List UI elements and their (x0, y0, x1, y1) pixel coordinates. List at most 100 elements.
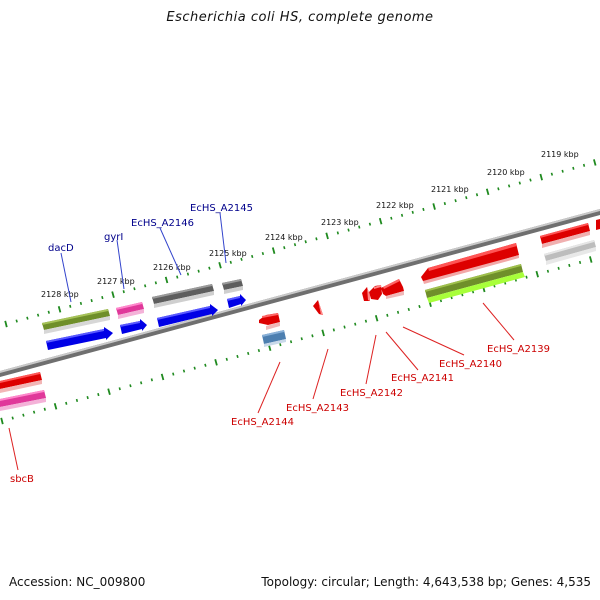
gene-EcHS_A2142[interactable] (362, 287, 370, 301)
ruler-minor-tick (396, 310, 400, 314)
gene-label-EcHS_A2146[interactable]: EcHS_A2146 (131, 218, 194, 229)
gene-EcHS_A2140[interactable] (381, 279, 404, 299)
ruler-minor-tick (557, 266, 560, 270)
ruler-major-tick (218, 261, 222, 269)
ruler-minor-tick (176, 275, 179, 279)
ruler-minor-tick (140, 381, 143, 385)
gene-label-EcHS_A2139[interactable]: EcHS_A2139 (487, 344, 550, 355)
gene-gyrI[interactable] (116, 302, 144, 319)
gene-label-sbcB[interactable]: sbcB (10, 474, 34, 485)
ruler-minor-tick (261, 251, 265, 256)
ruler-minor-tick (422, 207, 425, 212)
ruler-minor-tick (546, 269, 550, 273)
gene-label-gyrI[interactable]: gyrI (104, 232, 123, 243)
ruler-major-tick (57, 305, 62, 313)
ruler-label: 2125 kbp (209, 249, 247, 258)
genes-upper-strand (42, 219, 600, 350)
ruler-minor-tick (240, 257, 243, 261)
ruler-minor-tick (465, 196, 468, 200)
ruler-major-tick (160, 373, 165, 381)
ruler-major-tick (325, 232, 329, 240)
gene-sbcB[interactable] (0, 390, 46, 411)
gene-EcHS_A2146-feature[interactable] (157, 304, 218, 327)
genome-info-text: Topology: circular; Length: 4,643,538 bp… (261, 575, 591, 589)
accession-text: Accession: NC_009800 (9, 575, 146, 589)
ruler-minor-tick (411, 210, 414, 214)
ruler-minor-tick (236, 354, 239, 359)
ruler-minor-tick (229, 260, 232, 264)
ruler-label: 2123 kbp (321, 218, 359, 227)
gene-right-gray[interactable] (544, 240, 596, 265)
ruler-label: 2126 kbp (153, 263, 191, 272)
ruler-minor-tick (507, 184, 511, 188)
ruler-minor-tick (79, 301, 83, 306)
ruler-minor-tick (129, 384, 132, 388)
gene-label-EcHS_A2140[interactable]: EcHS_A2140 (439, 359, 502, 370)
ruler-major-tick (535, 270, 539, 278)
ruler-label: 2124 kbp (265, 233, 303, 242)
ruler-label: 2128 kbp (41, 290, 79, 299)
ruler-major-tick (432, 203, 436, 210)
ruler-major-tick (589, 256, 593, 263)
gene-EcHS_A2145[interactable] (222, 279, 243, 294)
ruler-major-tick (111, 291, 115, 298)
ruler-minor-tick (154, 281, 157, 285)
ruler-minor-tick (390, 216, 393, 220)
gene-gyrI-feature[interactable] (120, 319, 147, 334)
ruler-minor-tick (347, 228, 350, 232)
ruler-label: 2120 kbp (487, 168, 525, 177)
ruler-labels: 2119 kbp 2120 kbp 2121 kbp 2122 kbp 2123… (41, 150, 579, 299)
ruler-major-tick (271, 247, 276, 254)
ruler-major-tick (378, 217, 383, 225)
leader-EcHS_A2143 (312, 348, 329, 400)
gene-dacD-feature[interactable] (46, 327, 113, 350)
ruler-minor-tick (26, 316, 29, 320)
gene-sbcB-red[interactable] (0, 372, 42, 393)
gene-EcHS_A2139-feature[interactable] (425, 264, 525, 303)
gene-EcHS_A2146[interactable] (152, 284, 214, 308)
ruler-minor-tick (364, 319, 368, 323)
gene-EcHS_A2144[interactable] (259, 313, 280, 330)
ruler-minor-tick (65, 401, 68, 405)
gene-label-EcHS_A2143[interactable]: EcHS_A2143 (286, 403, 349, 414)
ruler-minor-tick (172, 372, 175, 376)
gene-label-EcHS_A2142[interactable]: EcHS_A2142 (340, 388, 403, 399)
ruler-major-tick (374, 314, 379, 322)
ruler-minor-tick (336, 231, 339, 235)
leader-EcHS_A2142 (365, 334, 377, 385)
gene-EcHS_A2145-feature[interactable] (227, 294, 246, 308)
gene-label-EcHS_A2145[interactable]: EcHS_A2145 (190, 203, 253, 214)
ruler-minor-tick (386, 313, 389, 317)
gene-EcHS_A2143[interactable] (313, 300, 323, 315)
ruler-minor-tick (358, 225, 361, 229)
ruler-minor-tick (208, 266, 211, 270)
ruler-minor-tick (293, 243, 297, 247)
leader-EcHS_A2144 (257, 361, 281, 414)
ruler-minor-tick (525, 275, 528, 279)
ruler-minor-tick (407, 307, 410, 312)
gene-dacD[interactable] (42, 309, 110, 334)
gene-EcHS_A2144-feature[interactable] (262, 330, 286, 347)
ruler-minor-tick (279, 343, 282, 347)
gene-EcHS_A2141[interactable] (369, 285, 382, 300)
ruler-minor-tick (304, 240, 307, 244)
gene-label-EcHS_A2144[interactable]: EcHS_A2144 (231, 417, 294, 428)
ruler-major-tick (0, 417, 4, 425)
ruler-minor-tick (186, 272, 190, 276)
gene-right-red[interactable] (540, 223, 590, 248)
gene-EcHS_A2139[interactable] (421, 243, 519, 284)
ruler-minor-tick (193, 366, 196, 370)
ruler-minor-tick (582, 163, 586, 167)
leader-gyrI (116, 239, 125, 290)
leader-dacD (60, 252, 72, 303)
ruler-minor-tick (75, 398, 79, 403)
ruler-minor-tick (257, 348, 261, 353)
ruler-minor-tick (283, 246, 286, 250)
ruler-minor-tick (101, 295, 104, 300)
gene-label-dacD[interactable]: dacD (48, 243, 74, 254)
ruler-minor-tick (550, 172, 554, 176)
gene-edge-red[interactable] (596, 219, 600, 230)
gene-label-EcHS_A2141[interactable]: EcHS_A2141 (391, 373, 454, 384)
ruler-minor-tick (418, 304, 421, 309)
